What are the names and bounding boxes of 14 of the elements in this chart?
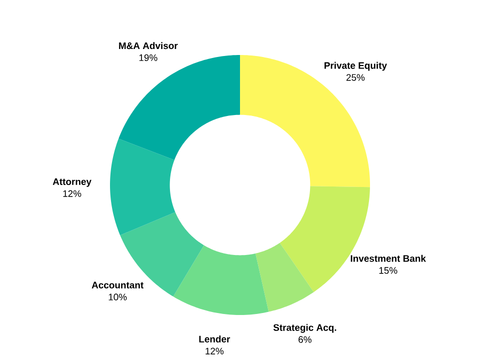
slice-label: M&A Advisor — [119, 42, 178, 50]
data-label: 12% — [63, 190, 82, 197]
slice-label: Attorney — [52, 178, 92, 187]
data-label: 25% — [346, 74, 365, 81]
data-label: 10% — [108, 294, 127, 300]
slice-label: Private Equity — [324, 62, 387, 71]
data-label: 6% — [298, 336, 312, 343]
slice-label: Lender — [199, 336, 230, 342]
data-label: 15% — [379, 267, 398, 274]
data-label: 12% — [206, 348, 224, 354]
data-label: 19% — [139, 54, 158, 62]
slice-label: Strategic Acq. — [273, 324, 336, 333]
slice-label: Accountant — [92, 282, 144, 288]
slice-label: Investment Bank — [350, 254, 426, 262]
